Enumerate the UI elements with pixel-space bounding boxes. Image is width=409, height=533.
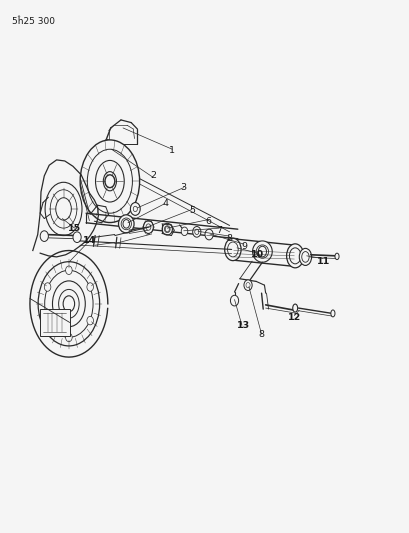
Ellipse shape [299,248,311,265]
Ellipse shape [63,296,74,312]
Text: 5ĥ25 300: 5ĥ25 300 [12,17,55,26]
Text: 5: 5 [189,206,194,215]
Ellipse shape [103,172,116,191]
Circle shape [40,231,48,241]
Circle shape [44,316,51,325]
Text: 15: 15 [68,224,81,232]
Text: 2: 2 [151,172,156,180]
Text: 8: 8 [258,330,264,338]
Circle shape [104,140,110,148]
Text: 14: 14 [83,237,96,245]
Text: 9: 9 [240,242,246,251]
Circle shape [143,221,153,233]
Circle shape [87,316,93,325]
Polygon shape [40,309,70,336]
Text: 7: 7 [216,226,222,235]
Ellipse shape [286,244,303,268]
Circle shape [87,282,93,292]
Ellipse shape [330,310,334,317]
Ellipse shape [292,304,297,312]
Text: 8: 8 [226,234,232,243]
Circle shape [192,227,200,237]
Ellipse shape [334,253,338,260]
Ellipse shape [80,140,139,223]
Circle shape [243,280,252,290]
Circle shape [181,227,187,236]
Text: 6: 6 [205,217,211,225]
Text: 1: 1 [169,146,175,155]
Ellipse shape [56,198,71,220]
Circle shape [65,333,72,342]
Text: 3: 3 [180,183,186,192]
Text: 10: 10 [250,251,263,259]
Text: 4: 4 [162,199,168,208]
Circle shape [204,229,213,240]
Circle shape [130,203,140,215]
Circle shape [44,282,51,292]
Circle shape [230,295,238,306]
Ellipse shape [162,223,172,235]
Text: 11: 11 [317,257,330,265]
Ellipse shape [58,289,79,318]
Text: 12: 12 [287,313,300,321]
Text: 13: 13 [237,321,250,329]
Circle shape [146,224,151,230]
Circle shape [123,220,129,228]
Circle shape [65,266,72,274]
Circle shape [105,175,115,188]
Ellipse shape [224,238,240,261]
Ellipse shape [252,241,272,262]
Circle shape [258,246,266,257]
Circle shape [73,232,81,243]
Ellipse shape [118,215,134,233]
